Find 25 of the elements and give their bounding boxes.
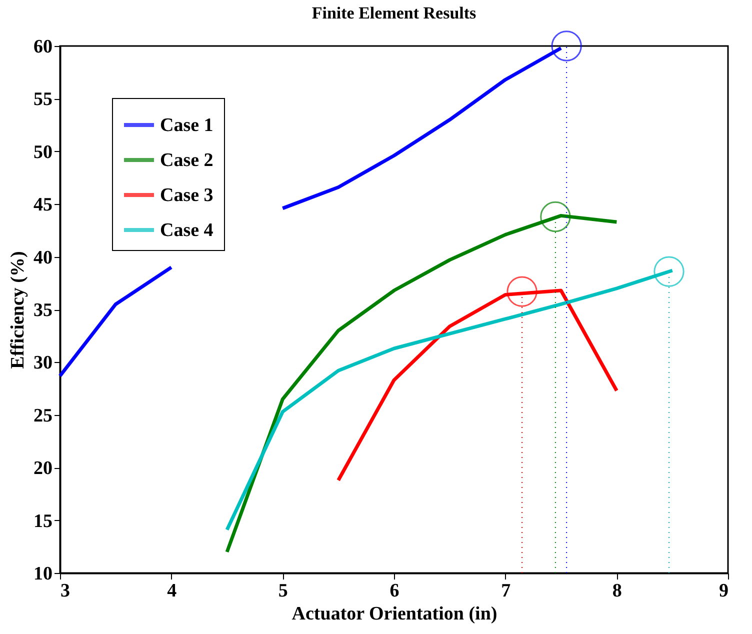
y-tick-label: 25 — [34, 405, 52, 426]
y-tick-label: 50 — [34, 142, 52, 163]
legend-label: Case 3 — [160, 185, 214, 206]
x-tick-label: 6 — [390, 580, 400, 602]
legend-label: Case 1 — [160, 115, 214, 136]
y-tick-label: 35 — [34, 300, 52, 321]
y-tick-label: 15 — [34, 510, 52, 532]
y-tick-label: 10 — [34, 564, 52, 584]
legend-label: Case 4 — [160, 220, 214, 241]
x-tick-label: 3 — [60, 580, 70, 602]
x-tick-label: 4 — [167, 580, 178, 602]
x-tick-label: 8 — [612, 580, 622, 602]
y-tick-label: 20 — [34, 458, 52, 480]
y-tick-label: 60 — [34, 36, 52, 58]
x-tick-label: 7 — [501, 580, 512, 602]
y-tick-label: 40 — [34, 247, 52, 268]
y-tick-label: 30 — [34, 352, 52, 374]
x-tick-label: 9 — [719, 580, 728, 602]
y-axis-title: Efficiency (%) — [8, 251, 28, 369]
y-tick-label: 55 — [34, 89, 52, 110]
x-tick-label: 5 — [278, 580, 288, 602]
legend-label: Case 2 — [160, 150, 214, 171]
chart-title: Finite Element Results — [312, 3, 477, 22]
x-axis-title: Actuator Orientation (in) — [292, 604, 498, 624]
y-tick-label: 45 — [34, 194, 52, 216]
